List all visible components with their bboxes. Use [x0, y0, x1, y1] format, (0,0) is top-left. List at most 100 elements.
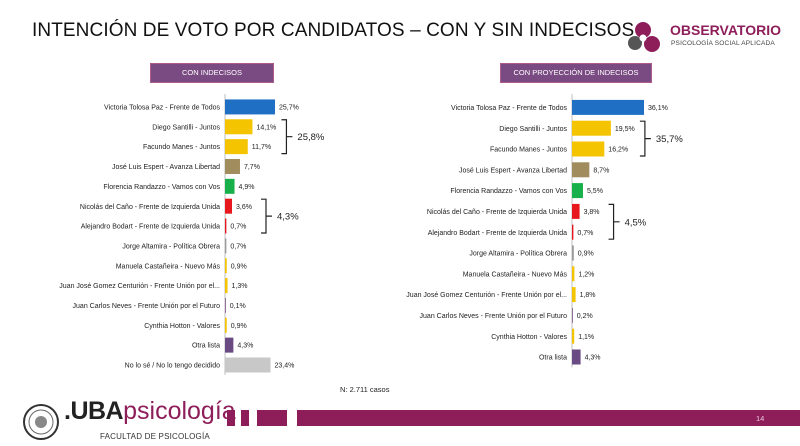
category-label: Manuela Castañeira - Nuevo Más	[463, 271, 568, 278]
category-label: Victoria Tolosa Paz - Frente de Todos	[451, 105, 567, 112]
data-label: 0,9%	[231, 263, 247, 270]
data-label: 4,3%	[585, 355, 601, 362]
group-total-label: 4,5%	[625, 217, 647, 228]
bar	[225, 218, 227, 234]
group-total-label: 35,7%	[656, 134, 683, 145]
category-label: Jorge Altamira - Política Obrera	[469, 251, 567, 258]
category-label: José Luis Espert - Avanza Libertad	[459, 167, 567, 174]
bar	[572, 328, 575, 344]
page-number: 14	[756, 414, 765, 423]
footer-bar-3	[257, 410, 287, 426]
data-label: 19,5%	[615, 126, 635, 133]
category-label: Alejandro Bodart - Frente de Izquierda U…	[81, 224, 220, 231]
bar	[572, 266, 575, 282]
data-label: 0,1%	[230, 303, 246, 310]
bar	[572, 349, 581, 365]
category-label: Manuela Castañeira - Nuevo Más	[116, 263, 221, 270]
bar	[225, 278, 228, 294]
chart-title-con-proyeccion: CON PROYECCIÓN DE INDECISOS	[500, 63, 652, 83]
bar	[572, 141, 605, 157]
category-label: Nicolás del Caño - Frente de Izquierda U…	[427, 209, 567, 216]
chart-con-indecisos: Victoria Tolosa Paz - Frente de Todos 25,…	[59, 94, 325, 375]
uba-logo-bold: .UBA	[64, 397, 124, 425]
bar	[225, 139, 248, 155]
data-label: 0,9%	[231, 323, 247, 330]
bar	[572, 307, 573, 323]
footer: .UBApsicología FACULTAD DE PSICOLOGÍA 14	[0, 395, 800, 446]
data-label: 8,7%	[593, 167, 609, 174]
bar	[225, 297, 226, 313]
category-label: Nicolás del Caño - Frente de Izquierda U…	[80, 204, 220, 211]
group-bracket	[608, 203, 620, 240]
chart-title-con-indecisos: CON INDECISOS	[150, 63, 274, 83]
category-label: Facundo Manes - Juntos	[143, 144, 221, 151]
footer-band	[297, 410, 800, 426]
bar	[225, 317, 227, 333]
data-label: 0,7%	[577, 230, 593, 237]
group-bracket	[261, 198, 273, 234]
data-label: 3,8%	[584, 209, 600, 216]
bar	[572, 183, 583, 199]
bar	[572, 203, 580, 219]
bar	[225, 99, 275, 115]
uba-logo-light: psicología	[123, 397, 236, 425]
data-label: 11,7%	[252, 144, 271, 151]
category-label: Diego Santilli - Juntos	[499, 126, 567, 133]
category-label: Alejandro Bodart - Frente de Izquierda U…	[428, 230, 567, 237]
data-label: 1,2%	[578, 271, 594, 278]
data-label: 7,7%	[244, 164, 260, 171]
data-label: 0,2%	[577, 313, 593, 320]
data-label: 1,3%	[232, 283, 248, 290]
data-label: 4,3%	[237, 343, 253, 350]
category-label: Victoria Tolosa Paz - Frente de Todos	[104, 105, 220, 112]
bar	[225, 158, 240, 174]
group-total-label: 4,3%	[277, 212, 299, 223]
data-label: 1,8%	[580, 292, 596, 299]
data-label: 0,9%	[578, 251, 594, 258]
footer-bar-1	[227, 410, 235, 426]
uba-psicologia-logo: .UBApsicología	[64, 397, 236, 426]
data-label: 0,7%	[230, 224, 246, 231]
bar	[572, 162, 590, 178]
university-seal-icon	[23, 404, 59, 440]
logo-subtitle: PSICOLOGÍA SOCIAL APLICADA	[671, 40, 775, 47]
faculty-name: FACULTAD DE PSICOLOGÍA	[100, 432, 210, 441]
bar	[572, 120, 611, 136]
data-label: 0,7%	[230, 243, 246, 250]
sample-size-note: N: 2.711 casos	[340, 385, 390, 394]
data-label: 4,9%	[239, 184, 255, 191]
category-label: Diego Santilli - Juntos	[152, 124, 220, 131]
bar	[225, 337, 234, 353]
category-label: Cynthia Hotton - Valores	[144, 323, 220, 330]
bar	[572, 287, 576, 303]
category-label: Cynthia Hotton - Valores	[491, 334, 567, 341]
category-label: Florencia Randazzo - Vamos con Vos	[103, 184, 220, 191]
data-label: 23,4%	[275, 363, 295, 370]
logo-name: OBSERVATORIO	[670, 22, 781, 38]
category-label: Facundo Manes - Juntos	[490, 147, 568, 154]
data-label: 36,1%	[648, 105, 668, 112]
bar	[572, 99, 644, 115]
data-label: 14,1%	[256, 124, 276, 131]
category-label: No lo sé / No lo tengo decidido	[125, 363, 220, 370]
category-label: Juan Carlos Neves - Frente Unión por el …	[73, 303, 221, 310]
bar	[225, 119, 253, 135]
category-label: Jorge Altamira - Política Obrera	[122, 243, 220, 250]
category-label: Florencia Randazzo - Vamos con Vos	[450, 188, 567, 195]
bar	[572, 245, 574, 261]
bar	[225, 258, 227, 274]
category-label: Otra lista	[539, 355, 567, 362]
group-bracket	[639, 120, 651, 157]
page-title: INTENCIÓN DE VOTO POR CANDIDATOS – CON Y…	[32, 20, 635, 41]
bar	[572, 224, 574, 240]
data-label: 5,5%	[587, 188, 603, 195]
group-total-label: 25,8%	[297, 132, 324, 143]
observatorio-logo-icon	[628, 22, 660, 52]
footer-bar-2	[241, 410, 249, 426]
category-label: Otra lista	[192, 343, 220, 350]
chart-con-proyeccion: Victoria Tolosa Paz - Frente de Todos 36,…	[406, 94, 683, 368]
group-bracket	[281, 119, 293, 155]
bar	[225, 178, 235, 194]
data-label: 1,1%	[578, 334, 594, 341]
data-label: 25,7%	[279, 105, 299, 112]
